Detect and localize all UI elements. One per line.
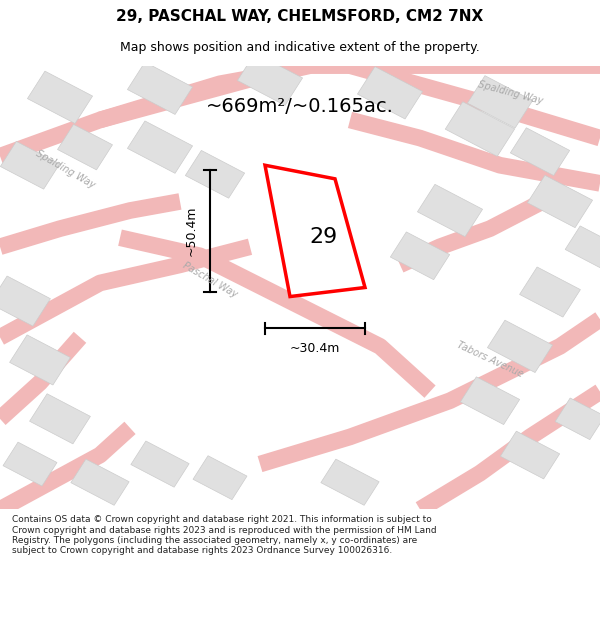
Text: Map shows position and indicative extent of the property.: Map shows position and indicative extent…: [120, 41, 480, 54]
Polygon shape: [0, 276, 50, 326]
Text: ~669m²/~0.165ac.: ~669m²/~0.165ac.: [206, 97, 394, 116]
Text: Paschal Way: Paschal Way: [181, 261, 239, 300]
Polygon shape: [500, 431, 560, 479]
Polygon shape: [3, 442, 57, 486]
Polygon shape: [555, 398, 600, 439]
Polygon shape: [511, 127, 569, 176]
Polygon shape: [127, 121, 193, 173]
Polygon shape: [520, 267, 580, 317]
Polygon shape: [10, 335, 70, 385]
Polygon shape: [565, 226, 600, 268]
Text: 29: 29: [310, 226, 338, 246]
Text: ~50.4m: ~50.4m: [185, 206, 198, 256]
Polygon shape: [193, 456, 247, 499]
Text: ~30.4m: ~30.4m: [290, 342, 340, 355]
Polygon shape: [29, 394, 91, 444]
Polygon shape: [185, 151, 245, 198]
Text: Spalding Way: Spalding Way: [34, 149, 97, 191]
Text: 29, PASCHAL WAY, CHELMSFORD, CM2 7NX: 29, PASCHAL WAY, CHELMSFORD, CM2 7NX: [116, 9, 484, 24]
Text: Tabors Avenue: Tabors Avenue: [455, 340, 525, 380]
Polygon shape: [127, 62, 193, 114]
Polygon shape: [358, 67, 422, 119]
Polygon shape: [391, 232, 449, 279]
Polygon shape: [321, 459, 379, 505]
Polygon shape: [28, 71, 92, 124]
Polygon shape: [467, 76, 533, 128]
Polygon shape: [418, 184, 482, 237]
Polygon shape: [445, 102, 515, 156]
Polygon shape: [238, 53, 302, 106]
Text: Spalding Way: Spalding Way: [476, 79, 544, 106]
Polygon shape: [265, 165, 365, 296]
Polygon shape: [460, 377, 520, 424]
Polygon shape: [131, 441, 189, 487]
Polygon shape: [58, 124, 112, 170]
Text: Contains OS data © Crown copyright and database right 2021. This information is : Contains OS data © Crown copyright and d…: [12, 515, 437, 556]
Polygon shape: [487, 320, 553, 372]
Polygon shape: [71, 459, 129, 505]
Polygon shape: [527, 175, 593, 228]
Polygon shape: [1, 141, 59, 189]
